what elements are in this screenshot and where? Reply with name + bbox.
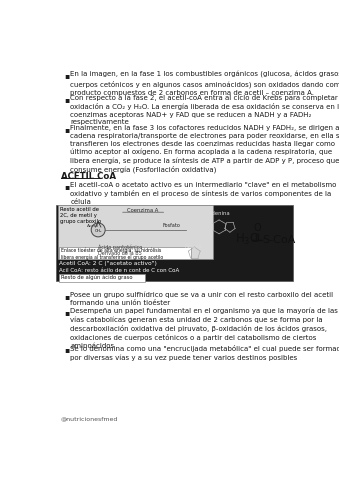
Text: @nutricionesfmed: @nutricionesfmed (61, 416, 118, 421)
Text: Desempeña un papel fundamental en el organismo ya que la mayoría de las
vías cat: Desempeña un papel fundamental en el org… (70, 308, 338, 349)
Text: Fosfato: Fosfato (162, 223, 180, 228)
Text: ▪: ▪ (64, 308, 69, 317)
Text: Se lo denomina como una "encrucijada metabólica" el cual puede ser formado
por d: Se lo denomina como una "encrucijada met… (70, 345, 339, 360)
FancyBboxPatch shape (58, 205, 213, 259)
Text: ACETIL CoA: ACETIL CoA (61, 172, 116, 181)
FancyBboxPatch shape (56, 205, 293, 281)
Text: Acetil: Acetil (87, 224, 100, 228)
Text: Posee un grupo sulfhídrico que se va a unir con el resto carboxilo del acetil
fo: Posee un grupo sulfhídrico que se va a u… (70, 291, 333, 306)
Text: ▪: ▪ (64, 182, 69, 191)
Text: Acil CoA: resto ácilo de n cont de C con CoA: Acil CoA: resto ácilo de n cont de C con… (59, 268, 180, 274)
Circle shape (91, 223, 105, 237)
Text: H$_3$C: H$_3$C (235, 232, 259, 248)
Text: Con respecto a la fase 2, el acetil-coA entra al ciclo de Krebs para completar l: Con respecto a la fase 2, el acetil-coA … (70, 95, 339, 125)
FancyBboxPatch shape (59, 247, 191, 259)
Text: Finalmente, en la fase 3 los cofactores reducidos NADH y FADH₂, se dirigen a la
: Finalmente, en la fase 3 los cofactores … (70, 125, 339, 173)
Text: Acetil CoA: 2 C ("acetato activo"): Acetil CoA: 2 C ("acetato activo") (59, 262, 157, 266)
Text: ▪: ▪ (64, 95, 69, 104)
Text: Adenina: Adenina (209, 212, 231, 216)
Text: Resto acetil de
2C, de metil y
grupo carboxilo: Resto acetil de 2C, de metil y grupo car… (60, 207, 101, 224)
Text: Ribosa: Ribosa (184, 244, 202, 249)
Text: Resto de algún ácido graso: Resto de algún ácido graso (61, 275, 133, 280)
Text: ▪: ▪ (64, 125, 69, 134)
Text: Ácido pantoténico
Derivado de la B5: Ácido pantoténico Derivado de la B5 (98, 244, 142, 256)
Text: S-CoA: S-CoA (262, 235, 296, 245)
Text: CH₂: CH₂ (95, 229, 103, 233)
FancyBboxPatch shape (59, 274, 145, 281)
Text: Coenzima A: Coenzima A (127, 207, 159, 213)
Text: Enlace tioéster de alta energía: su hidrólisis
libera energía al transferirse el: Enlace tioéster de alta energía: su hidr… (61, 248, 163, 260)
Text: ▪: ▪ (64, 291, 69, 300)
Text: ▪: ▪ (64, 72, 69, 81)
Text: O: O (253, 223, 261, 233)
Text: En la imagen, en la fase 1 los combustibles orgánicos (glucosa, ácidos grasos,
c: En la imagen, en la fase 1 los combustib… (70, 72, 339, 96)
Text: El acetil-coA o acetato activo es un intermediario "clave" en el metabolismo
oxi: El acetil-coA o acetato activo es un int… (70, 182, 337, 205)
Text: ▪: ▪ (64, 345, 69, 354)
